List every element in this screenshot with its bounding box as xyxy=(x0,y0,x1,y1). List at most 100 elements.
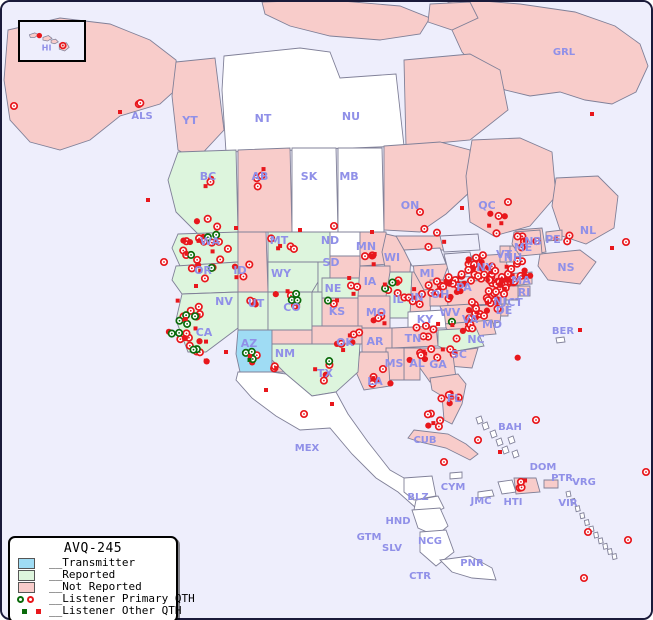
listener-primary-qth-marker[interactable] xyxy=(465,307,473,314)
lesser-antilles-4[interactable] xyxy=(583,518,590,527)
listener-primary-qth-marker[interactable] xyxy=(423,410,432,419)
listener-primary-qth-marker[interactable] xyxy=(206,177,215,186)
listener-primary-qth-marker[interactable] xyxy=(579,573,589,583)
listener-primary-qth-marker[interactable] xyxy=(457,270,466,279)
listener-primary-qth-marker[interactable] xyxy=(325,357,334,366)
listener-other-qth-marker[interactable] xyxy=(382,321,387,326)
listener-other-qth-marker[interactable] xyxy=(234,226,238,230)
listener-primary-qth-marker[interactable] xyxy=(412,323,421,332)
listener-primary-qth-marker[interactable] xyxy=(437,394,446,403)
listener-other-qth-marker[interactable] xyxy=(523,478,528,483)
listener-primary-qth-marker[interactable] xyxy=(439,457,449,467)
listener-other-qth-marker[interactable] xyxy=(210,249,215,254)
listener-primary-qth-marker[interactable] xyxy=(194,302,203,311)
listener-primary-qth-marker[interactable] xyxy=(491,287,500,296)
listener-primary-qth-marker[interactable] xyxy=(424,281,433,290)
listener-primary-qth-marker[interactable] xyxy=(641,467,651,477)
listener-other-qth-marker[interactable] xyxy=(198,268,203,273)
listener-primary-qth-marker[interactable] xyxy=(216,255,225,264)
listener-primary-qth-marker[interactable] xyxy=(459,327,467,334)
listener-primary-qth-marker[interactable] xyxy=(583,527,593,537)
listener-primary-qth-marker[interactable] xyxy=(513,257,522,266)
listener-primary-qth-marker[interactable] xyxy=(447,293,454,301)
listener-primary-qth-marker[interactable] xyxy=(267,234,276,243)
listener-primary-qth-marker[interactable] xyxy=(421,321,431,330)
listener-other-qth-marker[interactable] xyxy=(610,246,614,250)
listener-primary-qth-marker[interactable] xyxy=(360,252,370,261)
listener-primary-qth-marker[interactable] xyxy=(175,328,184,337)
listener-primary-qth-marker[interactable] xyxy=(446,345,455,354)
listener-primary-qth-marker[interactable] xyxy=(406,356,413,364)
listener-primary-qth-marker[interactable] xyxy=(517,243,526,252)
lesser-antilles-3[interactable] xyxy=(579,512,586,520)
listener-primary-qth-marker[interactable] xyxy=(186,306,195,315)
listener-primary-qth-marker[interactable] xyxy=(272,291,279,298)
listener-primary-qth-marker[interactable] xyxy=(189,345,198,354)
cuba[interactable] xyxy=(407,429,479,461)
listener-primary-qth-marker[interactable] xyxy=(245,260,254,269)
listener-primary-qth-marker[interactable] xyxy=(337,339,346,348)
listener-primary-qth-marker[interactable] xyxy=(393,288,402,298)
listener-primary-qth-marker[interactable] xyxy=(299,409,309,419)
listener-other-qth-marker[interactable] xyxy=(146,198,150,202)
listener-other-qth-marker[interactable] xyxy=(347,333,352,338)
listener-primary-qth-marker[interactable] xyxy=(349,339,356,346)
listener-primary-qth-marker[interactable] xyxy=(200,274,209,283)
idaho[interactable] xyxy=(237,231,269,293)
listener-other-qth-marker[interactable] xyxy=(450,323,455,328)
listener-primary-qth-marker[interactable] xyxy=(213,222,222,231)
listener-other-qth-marker[interactable] xyxy=(485,277,490,282)
listener-other-qth-marker[interactable] xyxy=(285,289,290,294)
listener-primary-qth-marker[interactable] xyxy=(196,338,203,345)
listener-primary-qth-marker[interactable] xyxy=(480,270,489,279)
listener-primary-qth-marker[interactable] xyxy=(292,289,301,298)
listener-other-qth-marker[interactable] xyxy=(298,228,302,232)
listener-primary-qth-marker[interactable] xyxy=(433,353,442,362)
listener-primary-qth-marker[interactable] xyxy=(504,276,512,284)
listener-primary-qth-marker[interactable] xyxy=(388,278,397,287)
listener-other-qth-marker[interactable] xyxy=(470,265,475,270)
listener-primary-qth-marker[interactable] xyxy=(478,258,485,266)
florida[interactable] xyxy=(429,373,467,425)
listener-other-qth-marker[interactable] xyxy=(578,328,582,332)
listener-primary-qth-marker[interactable] xyxy=(207,263,216,272)
listener-primary-qth-marker[interactable] xyxy=(453,288,461,296)
listener-other-qth-marker[interactable] xyxy=(504,264,509,269)
puerto-rico[interactable] xyxy=(543,479,559,489)
listener-primary-qth-marker[interactable] xyxy=(319,376,328,385)
listener-other-qth-marker[interactable] xyxy=(276,246,281,251)
listener-primary-qth-marker[interactable] xyxy=(510,277,519,286)
listener-other-qth-marker[interactable] xyxy=(370,230,374,234)
listener-other-qth-marker[interactable] xyxy=(196,238,201,243)
listener-other-qth-marker[interactable] xyxy=(485,300,490,305)
listener-primary-qth-marker[interactable] xyxy=(193,218,201,225)
listener-primary-qth-marker[interactable] xyxy=(492,229,501,238)
listener-primary-qth-marker[interactable] xyxy=(532,237,541,246)
listener-primary-qth-marker[interactable] xyxy=(444,273,453,282)
listener-primary-qth-marker[interactable] xyxy=(257,171,266,180)
listener-primary-qth-marker[interactable] xyxy=(186,250,196,259)
listener-other-qth-marker[interactable] xyxy=(278,243,283,248)
listener-other-qth-marker[interactable] xyxy=(183,316,188,321)
listener-primary-qth-marker[interactable] xyxy=(353,282,362,291)
listener-primary-qth-marker[interactable] xyxy=(203,214,212,223)
listener-other-qth-marker[interactable] xyxy=(455,396,460,401)
listener-other-qth-marker[interactable] xyxy=(264,388,268,392)
jamaica[interactable] xyxy=(477,489,495,499)
bermuda[interactable] xyxy=(555,336,566,344)
listener-primary-qth-marker[interactable] xyxy=(473,435,483,445)
listener-primary-qth-marker[interactable] xyxy=(419,332,428,341)
listener-primary-qth-marker[interactable] xyxy=(253,182,262,191)
listener-other-qth-marker[interactable] xyxy=(439,293,444,298)
prince-edward-island[interactable] xyxy=(545,229,563,242)
listener-primary-qth-marker[interactable] xyxy=(239,272,248,281)
listener-primary-qth-marker[interactable] xyxy=(501,213,508,220)
listener-other-qth-marker[interactable] xyxy=(510,273,515,278)
lesser-antilles-7[interactable] xyxy=(597,537,604,545)
listener-primary-qth-marker[interactable] xyxy=(378,364,388,374)
listener-primary-qth-marker[interactable] xyxy=(468,324,477,333)
listener-primary-qth-marker[interactable] xyxy=(494,296,502,303)
listener-other-qth-marker[interactable] xyxy=(330,402,334,406)
lesser-antilles-1[interactable] xyxy=(570,497,577,505)
listener-other-qth-marker[interactable] xyxy=(204,339,209,344)
